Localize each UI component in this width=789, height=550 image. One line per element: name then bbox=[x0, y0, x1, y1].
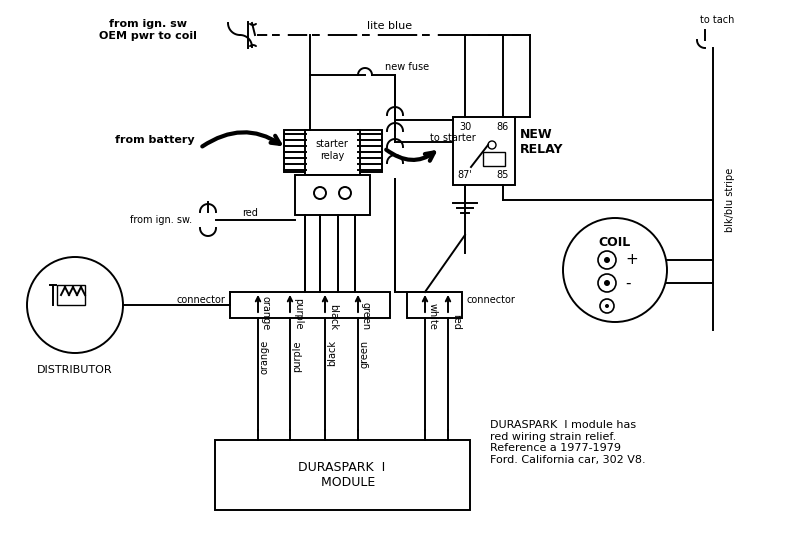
Bar bbox=[483, 152, 505, 166]
Text: green: green bbox=[360, 340, 370, 368]
Text: DISTRIBUTOR: DISTRIBUTOR bbox=[37, 365, 113, 375]
Text: NEW
RELAY: NEW RELAY bbox=[520, 128, 563, 156]
Circle shape bbox=[488, 141, 496, 149]
Bar bbox=[295, 175, 370, 215]
Bar bbox=[284, 130, 306, 172]
Circle shape bbox=[604, 280, 610, 286]
Bar bbox=[305, 130, 360, 175]
Text: blk/blu stripe: blk/blu stripe bbox=[725, 168, 735, 232]
Text: lite blue: lite blue bbox=[368, 21, 413, 31]
Text: purple: purple bbox=[292, 340, 302, 371]
Text: 86: 86 bbox=[497, 122, 509, 132]
Circle shape bbox=[598, 274, 616, 292]
Text: 87': 87' bbox=[458, 170, 473, 180]
Text: green: green bbox=[361, 302, 371, 330]
Circle shape bbox=[27, 257, 123, 353]
Text: to starter: to starter bbox=[430, 133, 476, 143]
Text: connector: connector bbox=[176, 295, 225, 305]
Text: DURASPARK  I
   MODULE: DURASPARK I MODULE bbox=[298, 461, 386, 489]
Text: connector: connector bbox=[467, 295, 516, 305]
Bar bbox=[358, 130, 382, 172]
Text: starter
relay: starter relay bbox=[316, 139, 349, 161]
Bar bbox=[215, 440, 470, 510]
Circle shape bbox=[600, 299, 614, 313]
Circle shape bbox=[604, 257, 610, 263]
Text: new fuse: new fuse bbox=[385, 62, 429, 72]
Circle shape bbox=[563, 218, 667, 322]
Text: from ign. sw.: from ign. sw. bbox=[130, 215, 193, 225]
Text: black: black bbox=[328, 304, 338, 330]
Bar bbox=[230, 292, 390, 318]
Text: -: - bbox=[625, 276, 630, 290]
Text: white: white bbox=[428, 303, 438, 330]
Text: COIL: COIL bbox=[599, 235, 631, 249]
Text: red: red bbox=[242, 208, 258, 218]
Text: DURASPARK  I module has
red wiring strain relief.
Reference a 1977-1979
Ford. Ca: DURASPARK I module has red wiring strain… bbox=[490, 420, 645, 465]
Circle shape bbox=[605, 304, 609, 308]
Text: to tach: to tach bbox=[700, 15, 735, 25]
Text: from ign. sw
OEM pwr to coil: from ign. sw OEM pwr to coil bbox=[99, 19, 197, 41]
Bar bbox=[407, 292, 462, 318]
Text: +: + bbox=[625, 252, 638, 267]
Text: 30: 30 bbox=[459, 122, 471, 132]
Text: red: red bbox=[451, 314, 461, 330]
Text: 85: 85 bbox=[497, 170, 509, 180]
Text: from battery: from battery bbox=[115, 135, 195, 145]
Bar bbox=[57, 285, 85, 305]
Text: black: black bbox=[327, 340, 337, 366]
Circle shape bbox=[598, 251, 616, 269]
Text: orange: orange bbox=[260, 340, 270, 374]
Text: orange: orange bbox=[261, 296, 271, 330]
Bar bbox=[453, 117, 515, 185]
Text: purple: purple bbox=[293, 299, 303, 330]
